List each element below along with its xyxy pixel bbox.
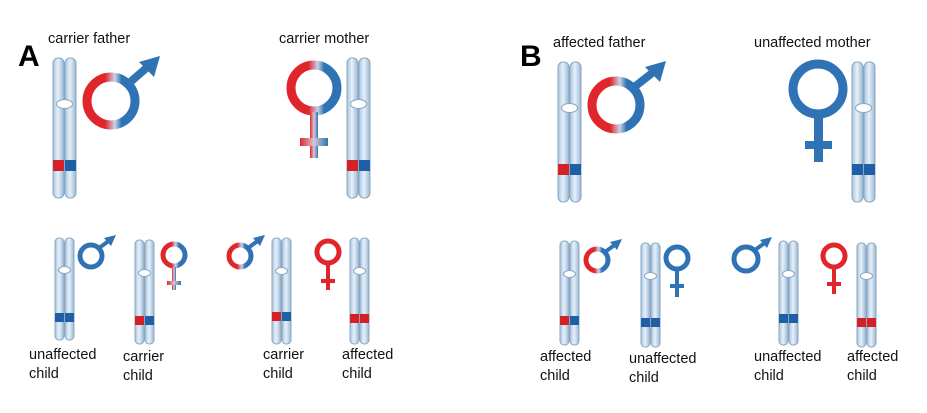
child-label: child: [847, 368, 877, 384]
child-label: affected: [540, 349, 591, 365]
child-label: child: [540, 368, 570, 384]
child-label: child: [754, 368, 784, 384]
female-symbol-icon: [286, 60, 342, 158]
panel-a-mother: carrier mother: [279, 31, 371, 199]
child-label: carrier: [263, 347, 304, 363]
allele-red: [272, 312, 281, 321]
female-symbol-icon: [663, 244, 691, 297]
child-label: child: [123, 368, 153, 384]
allele-blue: [55, 313, 64, 322]
panel-b-mother: unaffected mother: [754, 35, 876, 203]
panel-a-child-1: unaffected child: [29, 235, 116, 382]
allele-blue: [789, 314, 798, 323]
allele-blue: [779, 314, 788, 323]
allele-red: [560, 316, 569, 325]
allele-red: [558, 164, 569, 175]
allele-blue: [65, 160, 76, 171]
chromosome-pair: [346, 57, 371, 199]
chromosome-pair: [851, 61, 876, 203]
child-label: affected: [342, 347, 393, 363]
panel-b-child-2: unaffected child: [629, 242, 696, 386]
allele-blue: [65, 313, 74, 322]
panel-a-child-3: carrier child: [226, 235, 304, 382]
allele-blue: [145, 316, 154, 325]
child-label: child: [342, 366, 372, 382]
parent-label: carrier father: [48, 31, 130, 47]
female-symbol-icon: [788, 59, 848, 162]
male-symbol-icon: [583, 239, 622, 274]
parent-label: unaffected mother: [754, 35, 871, 51]
allele-blue: [570, 164, 581, 175]
child-label: affected: [847, 349, 898, 365]
allele-red: [53, 160, 64, 171]
female-symbol-icon: [820, 242, 848, 294]
chromosome-pair: [557, 61, 582, 203]
child-label: unaffected: [629, 351, 696, 367]
panel-b-child-3: unaffected child: [731, 237, 821, 384]
panel-b-child-1: affected child: [540, 239, 622, 384]
allele-blue: [864, 164, 875, 175]
allele-blue: [651, 318, 660, 327]
parent-label: carrier mother: [279, 31, 369, 47]
allele-blue: [641, 318, 650, 327]
panel-a-child-2: carrier child: [123, 239, 188, 384]
male-symbol-icon: [82, 56, 160, 130]
child-label: child: [629, 370, 659, 386]
panel-b-letter: B: [520, 40, 542, 73]
panel-b-father: affected father: [553, 35, 666, 203]
allele-blue: [359, 160, 370, 171]
allele-red: [857, 318, 866, 327]
allele-blue: [852, 164, 863, 175]
allele-red: [360, 314, 369, 323]
child-label: carrier: [123, 349, 164, 365]
panel-a-letter: A: [18, 40, 40, 73]
male-symbol-icon: [587, 61, 666, 134]
child-label: unaffected: [29, 347, 96, 363]
allele-red: [867, 318, 876, 327]
child-label: child: [29, 366, 59, 382]
child-label: unaffected: [754, 349, 821, 365]
panel-a-father: carrier father: [48, 31, 160, 199]
child-label: child: [263, 366, 293, 382]
allele-red: [347, 160, 358, 171]
allele-red: [135, 316, 144, 325]
parent-label: affected father: [553, 35, 646, 51]
allele-red: [350, 314, 359, 323]
panel-a-child-4: affected child: [314, 237, 393, 382]
male-symbol-icon: [226, 235, 265, 270]
male-symbol-icon: [77, 235, 116, 270]
female-symbol-icon: [314, 238, 342, 290]
chromosome-pair: [52, 57, 77, 199]
male-symbol-icon: [731, 237, 772, 274]
panel-b-child-4: affected child: [820, 242, 898, 384]
allele-blue: [570, 316, 579, 325]
allele-blue: [282, 312, 291, 321]
female-symbol-icon: [160, 241, 188, 290]
